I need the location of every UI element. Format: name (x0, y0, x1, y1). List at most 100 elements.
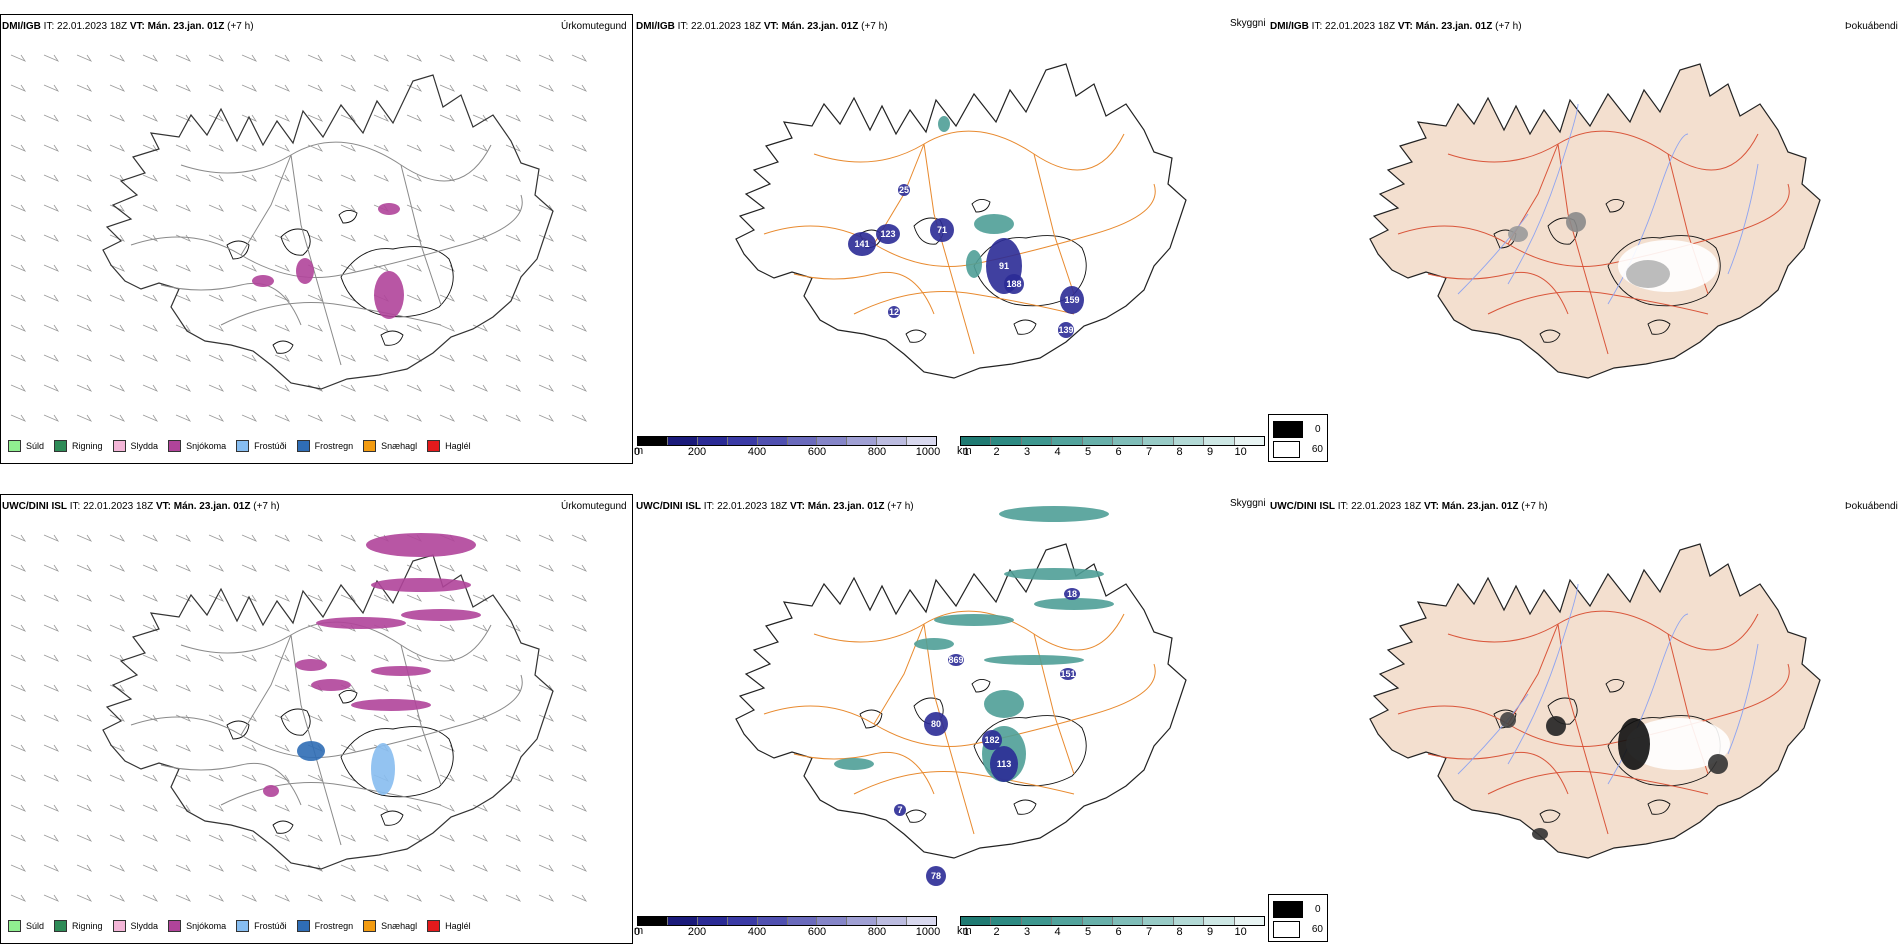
visibility-area (914, 638, 954, 650)
wind-barb (241, 654, 258, 662)
legend-label: 0 (1315, 423, 1321, 435)
fog-area-dense (1618, 718, 1650, 770)
colorbar-tick-label: 10 (1234, 446, 1247, 458)
river-line (1507, 583, 1579, 765)
low-ceiling-area (876, 224, 900, 244)
visibility-map-top: 141 123 71 91 188 159 139 12 25 (735, 63, 1187, 379)
wind-barb (307, 234, 324, 242)
wind-barb (505, 114, 522, 122)
iceland-landmass (102, 554, 554, 870)
fog-area-dense (1500, 712, 1516, 728)
wind-barb (142, 264, 159, 272)
wind-barb (373, 714, 390, 722)
precip-header-top: DMI/IGB IT: 22.01.2023 18Z VT: Mán. 23.j… (2, 21, 254, 32)
visibility-area (1034, 598, 1114, 610)
wind-barb (373, 114, 390, 122)
wind-barb (142, 804, 159, 812)
wind-barb (505, 324, 522, 332)
wind-barb (505, 894, 522, 902)
wind-barb (406, 414, 423, 422)
wind-barb (340, 744, 357, 752)
wind-barb (175, 174, 192, 182)
wind-barb (109, 264, 126, 272)
wind-barb (373, 384, 390, 392)
legend-label: Frostregn (314, 921, 354, 931)
wind-barb (10, 84, 27, 92)
wind-barb (10, 324, 27, 332)
ceiling-value-label: 7 (897, 805, 902, 815)
wind-barb (10, 714, 27, 722)
road-line (130, 194, 523, 278)
wind-barb (142, 624, 159, 632)
wind-barb (109, 234, 126, 242)
wind-barb (538, 84, 555, 92)
precip-legend-item: Frostúði (236, 920, 287, 932)
wind-barb (241, 864, 258, 872)
road-line (793, 751, 935, 795)
wind-barb (175, 834, 192, 842)
wind-barb (142, 354, 159, 362)
glacier-outline (905, 809, 927, 823)
wind-barb (406, 894, 423, 902)
wind-barb (208, 594, 225, 602)
wind-barb (43, 744, 60, 752)
wind-barb (43, 234, 60, 242)
wind-barb (142, 294, 159, 302)
road-line (1487, 291, 1709, 315)
legend-label: 60 (1311, 923, 1323, 935)
wind-barb (10, 864, 27, 872)
wind-barb (208, 54, 225, 62)
colorbar-segment (727, 437, 758, 445)
wind-barb (505, 204, 522, 212)
legend-swatch (236, 920, 250, 932)
wind-barb (175, 354, 192, 362)
colorbar-segment (1082, 917, 1114, 925)
freezing-drizzle-area (371, 743, 395, 795)
wind-barb (571, 744, 588, 752)
wind-barb (439, 894, 456, 902)
wind-barb (208, 414, 225, 422)
wind-barb (406, 324, 423, 332)
road-line (923, 143, 975, 355)
wind-barb (538, 594, 555, 602)
wind-barb (571, 414, 588, 422)
visibility-area (999, 506, 1109, 522)
map-group (1369, 63, 1821, 379)
wind-barb (142, 534, 159, 542)
wind-barb (373, 684, 390, 692)
wind-barb (505, 684, 522, 692)
wind-barb (142, 204, 159, 212)
visibility-area (974, 214, 1014, 234)
glacier-outline (913, 697, 944, 725)
wind-barb (10, 294, 27, 302)
colorbar-tick-label: 400 (747, 446, 767, 458)
legend-swatch (427, 920, 441, 932)
wind-barb (340, 234, 357, 242)
wind-barb (43, 894, 60, 902)
wind-barb (208, 744, 225, 752)
wind-barb (406, 804, 423, 812)
wind-barb (10, 654, 27, 662)
wind-barb (142, 774, 159, 782)
wind-barb (538, 744, 555, 752)
fog-area-medium (1566, 212, 1586, 232)
wind-barb (142, 834, 159, 842)
wind-barb (307, 624, 324, 632)
glacier-outline (272, 820, 294, 834)
road-line (130, 674, 523, 758)
wind-barb (274, 324, 291, 332)
glacier-outline (380, 810, 404, 826)
fog-header-top: DMI/IGB IT: 22.01.2023 18Z VT: Mán. 23.j… (1270, 21, 1522, 32)
wind-barb (241, 384, 258, 392)
wind-barb (274, 84, 291, 92)
road-line (763, 663, 1156, 747)
wind-barb (10, 834, 27, 842)
wind-barb (76, 804, 93, 812)
wind-barb (406, 114, 423, 122)
colorbar-tick-label: 9 (1207, 446, 1214, 458)
wind-barb (76, 744, 93, 752)
colorbar-unit: km (957, 445, 972, 457)
river-line (1507, 103, 1579, 285)
road-line (1447, 130, 1759, 171)
road-line (1557, 623, 1609, 835)
